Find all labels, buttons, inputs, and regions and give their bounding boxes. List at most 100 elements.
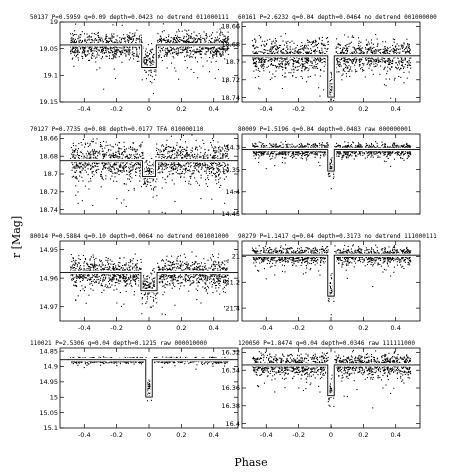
data-point [73,48,75,50]
data-point [285,140,287,142]
data-point [165,165,167,167]
data-point [176,53,178,55]
data-point [212,157,214,159]
data-point [122,48,124,50]
data-point [329,167,331,169]
data-point [167,164,169,166]
data-point [285,50,287,52]
data-point [134,151,136,153]
data-point [313,67,315,69]
data-point [362,52,364,54]
data-point [341,74,343,76]
y-tick-label: 18.7 [226,58,240,66]
data-point [387,58,389,60]
data-point [166,67,168,69]
data-point [300,75,302,77]
data-point [83,52,85,54]
data-point [224,49,226,51]
data-point [198,171,200,173]
data-point [219,48,221,50]
data-point [253,70,255,72]
data-point [282,69,284,71]
data-point [392,60,394,62]
data-point [135,168,137,170]
data-point [132,38,134,40]
data-point [214,77,216,79]
data-point [108,166,110,168]
data-point [203,156,205,158]
data-point [370,63,372,65]
data-point [277,53,279,55]
data-point [104,164,106,166]
data-point [254,62,256,64]
data-point [90,48,92,50]
data-point [329,83,331,85]
data-point [227,146,229,148]
data-point [337,63,339,65]
data-point [170,170,172,172]
data-point [120,202,122,204]
y-tick-label: 18.72 [39,188,58,196]
data-point [219,169,221,171]
data-point [211,138,213,140]
data-point [303,49,305,51]
data-point [91,150,93,152]
data-point [170,135,172,137]
data-point [224,41,226,43]
data-point [166,167,168,169]
data-point [75,170,77,172]
data-point [136,49,138,51]
data-point [344,59,346,61]
data-point [314,52,316,54]
data-point [371,51,373,53]
data-point [392,50,394,52]
data-point [170,146,172,148]
data-point [223,48,225,50]
data-point [410,67,412,69]
y-tick-label: 19 [50,18,58,26]
data-point [83,46,85,48]
data-point [128,147,130,149]
data-point [391,147,393,149]
data-point [134,162,136,164]
data-point [227,48,229,50]
data-point [102,41,104,43]
data-point [97,152,99,154]
data-point [85,163,87,165]
data-point [378,49,380,51]
data-point [179,145,181,147]
data-point [277,50,279,52]
data-point [120,54,122,56]
data-point [398,145,400,147]
data-point [211,198,213,200]
data-point [220,41,222,43]
data-point [210,167,212,169]
data-point [169,151,171,153]
data-point [339,44,341,46]
data-point [401,153,403,155]
data-point [116,144,118,146]
data-point [226,166,228,168]
data-point [271,77,273,79]
data-point [135,157,137,159]
data-point [281,157,283,159]
data-point [362,51,364,53]
data-point [329,85,331,87]
data-point [153,179,155,181]
data-point [193,72,195,74]
data-point [216,55,218,57]
data-point [132,166,134,168]
data-point [221,47,223,49]
data-point [293,57,295,59]
data-point [279,47,281,49]
data-point [211,172,213,174]
data-point [148,70,150,72]
data-point [365,146,367,148]
data-point [81,176,83,178]
data-point [212,54,214,56]
data-point [258,35,260,37]
data-point [199,53,201,55]
data-point [317,63,319,65]
data-point [135,151,137,153]
data-point [136,53,138,55]
